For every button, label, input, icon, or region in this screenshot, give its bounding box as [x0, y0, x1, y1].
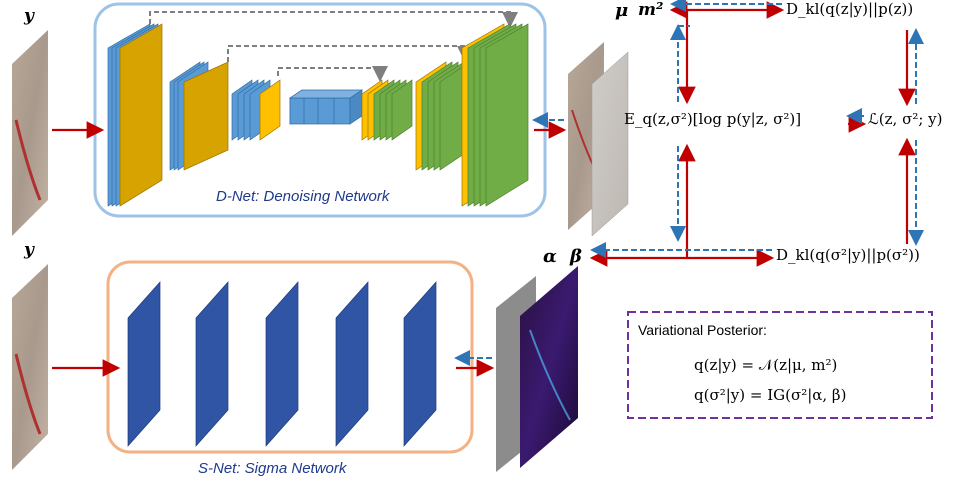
input-image-top: [12, 30, 48, 236]
dnet-decoder-block-1: [361, 79, 413, 141]
input-label-top: y: [24, 6, 34, 26]
output-m2-image: [591, 51, 629, 237]
dnet-decoder-block-3: [461, 23, 529, 207]
forward-arrows: [52, 1, 916, 377]
dnet-decoder-block-2: [415, 61, 471, 171]
gradient-arrows: [454, 0, 924, 366]
posterior-line-sigma: q(σ²|y) = IG(σ²|α, β): [694, 386, 847, 404]
dnet-bottleneck: [288, 89, 364, 125]
posterior-title: Variational Posterior:: [638, 322, 767, 338]
snet-title: S-Net: Sigma Network: [198, 460, 347, 477]
dnet-encoder-block-3: [231, 79, 281, 141]
kl-z-term: D_kl(q(z|y)||p(z)): [786, 0, 914, 18]
output-m2-label: m²: [638, 0, 664, 20]
posterior-box: [627, 311, 933, 419]
output-mu-label: μ: [615, 0, 629, 21]
dnet-title: D-Net: Denoising Network: [216, 188, 390, 205]
snet-layers: [127, 281, 437, 447]
expected-loglik-term: E_q(z,σ²)[log p(y|z, σ²)]: [624, 110, 802, 128]
kl-sigma-term: D_kl(q(σ²|y)||p(σ²)): [776, 246, 920, 264]
output-alpha-label: α: [543, 246, 557, 267]
posterior-line-z: q(z|y) = 𝒩(z|μ, m²): [694, 356, 838, 374]
dnet-encoder-block-1: [107, 23, 163, 207]
input-label-bottom: y: [24, 240, 34, 260]
input-image-bottom: [12, 264, 48, 470]
output-beta-image: [520, 266, 578, 468]
output-beta-label: β: [570, 246, 582, 267]
dnet-encoder-block-2: [169, 61, 229, 171]
elbo-term: ℒ(z, σ²; y): [868, 110, 943, 128]
dnet-box: [93, 2, 547, 218]
